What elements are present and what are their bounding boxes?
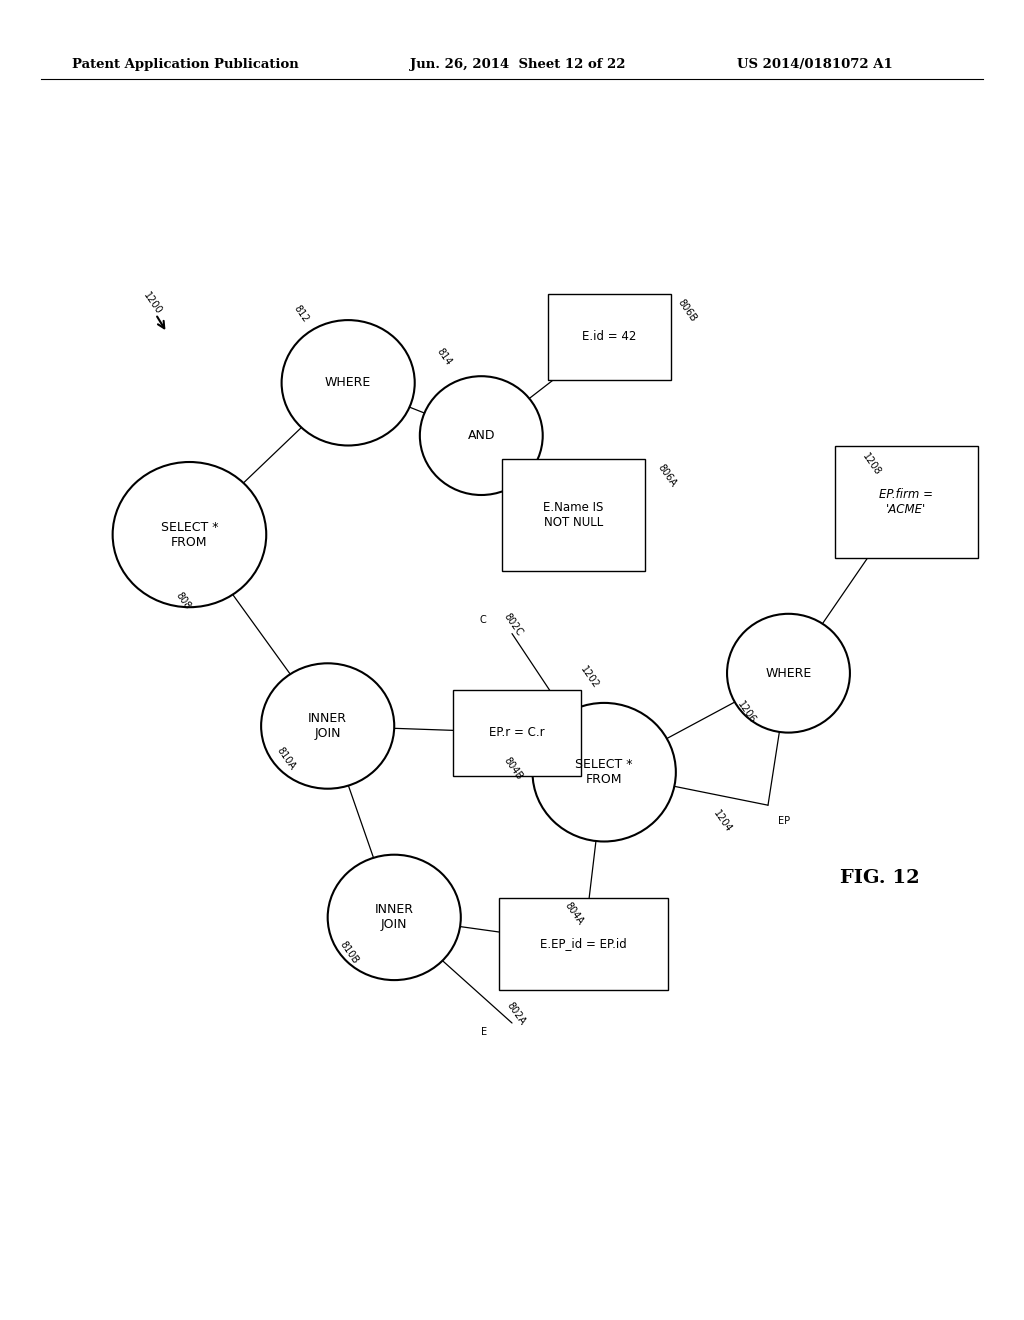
- Text: EP.firm =
'ACME': EP.firm = 'ACME': [880, 487, 933, 516]
- Text: Jun. 26, 2014  Sheet 12 of 22: Jun. 26, 2014 Sheet 12 of 22: [410, 58, 625, 71]
- Text: EP.r = C.r: EP.r = C.r: [489, 726, 545, 739]
- Text: 814: 814: [435, 346, 454, 367]
- Text: WHERE: WHERE: [765, 667, 812, 680]
- FancyBboxPatch shape: [835, 446, 978, 557]
- Text: E.id = 42: E.id = 42: [582, 330, 637, 343]
- Ellipse shape: [113, 462, 266, 607]
- Text: AND: AND: [468, 429, 495, 442]
- Text: 810B: 810B: [338, 940, 360, 966]
- Ellipse shape: [261, 663, 394, 789]
- Ellipse shape: [532, 704, 676, 842]
- Text: E: E: [481, 1027, 487, 1038]
- Text: FIG. 12: FIG. 12: [840, 869, 920, 887]
- Ellipse shape: [328, 855, 461, 979]
- Text: SELECT *
FROM: SELECT * FROM: [575, 758, 633, 787]
- Text: 804B: 804B: [502, 755, 524, 781]
- Text: EP: EP: [778, 816, 791, 826]
- Text: 804A: 804A: [563, 900, 586, 927]
- Text: E.Name IS
NOT NULL: E.Name IS NOT NULL: [544, 500, 603, 529]
- Ellipse shape: [420, 376, 543, 495]
- Text: WHERE: WHERE: [325, 376, 372, 389]
- Text: 810A: 810A: [274, 746, 297, 772]
- Text: 1208: 1208: [860, 451, 883, 478]
- Ellipse shape: [727, 614, 850, 733]
- FancyBboxPatch shape: [499, 898, 668, 990]
- Text: INNER
JOIN: INNER JOIN: [308, 711, 347, 741]
- Text: 812: 812: [292, 304, 310, 325]
- Text: 802C: 802C: [502, 611, 524, 638]
- Text: E.EP_id = EP.id: E.EP_id = EP.id: [541, 937, 627, 950]
- Text: 802A: 802A: [505, 1001, 527, 1027]
- Text: 1204: 1204: [712, 808, 734, 834]
- Text: INNER
JOIN: INNER JOIN: [375, 903, 414, 932]
- FancyBboxPatch shape: [548, 293, 671, 380]
- Text: US 2014/0181072 A1: US 2014/0181072 A1: [737, 58, 893, 71]
- Ellipse shape: [282, 321, 415, 446]
- Text: C: C: [479, 615, 486, 626]
- FancyBboxPatch shape: [502, 459, 645, 570]
- Text: Patent Application Publication: Patent Application Publication: [72, 58, 298, 71]
- Text: 1202: 1202: [579, 664, 601, 690]
- FancyBboxPatch shape: [453, 689, 582, 776]
- Text: 806A: 806A: [655, 462, 678, 488]
- Text: 1200: 1200: [141, 290, 164, 317]
- Text: 808: 808: [174, 590, 193, 611]
- Text: 806B: 806B: [676, 297, 698, 323]
- Text: SELECT *
FROM: SELECT * FROM: [161, 520, 218, 549]
- Text: 1206: 1206: [735, 700, 758, 726]
